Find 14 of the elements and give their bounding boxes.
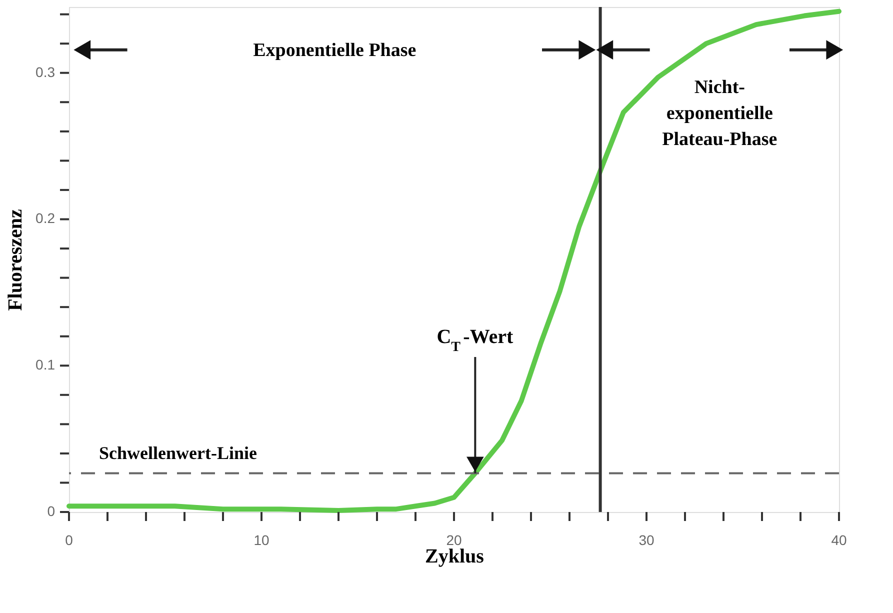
annotation: Exponentielle Phase (253, 40, 416, 61)
y-tick-label: 0.1 (36, 356, 56, 373)
y-axis-title: Fluoreszenz (4, 208, 26, 311)
x-tick-label: 30 (638, 532, 654, 548)
x-tick-label: 0 (65, 532, 74, 548)
ref-line-label: Schwellenwert-Linie (99, 443, 257, 464)
y-tick-label: 0.2 (36, 210, 56, 226)
x-tick-label: 10 (254, 532, 270, 548)
annotation: Nicht- exponentielle Plateau-Phase (662, 76, 778, 150)
x-tick-label: 40 (831, 532, 847, 548)
x-tick-label: 20 (446, 532, 462, 548)
y-tick-label: 0.3 (36, 64, 56, 80)
x-axis-title: Zyklus (425, 546, 484, 568)
y-tick-label: 0 (47, 503, 56, 519)
